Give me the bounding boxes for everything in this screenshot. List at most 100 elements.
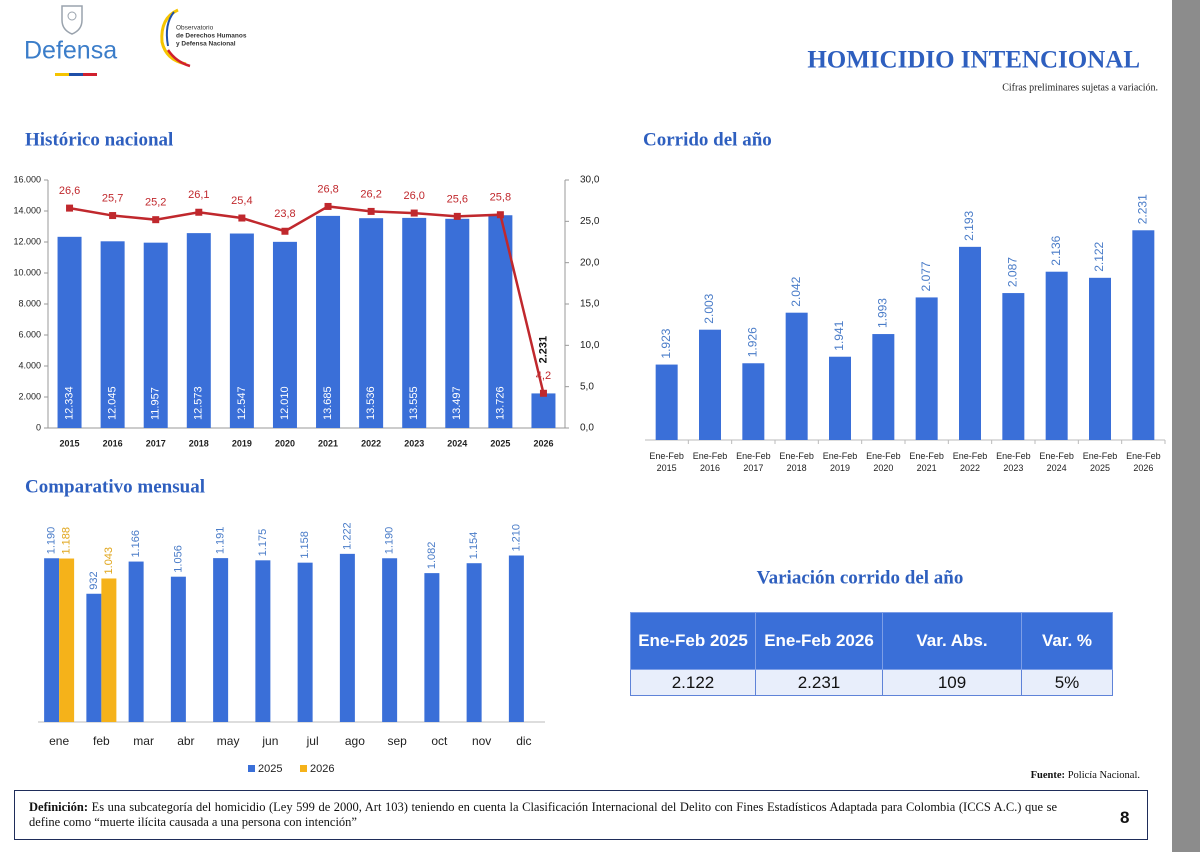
- bar-value-label: 1.175: [257, 529, 269, 557]
- bar-value-label: 2.136: [1049, 235, 1063, 265]
- bar-value-label: 2.077: [919, 261, 933, 291]
- bar-value-label: 12.547: [236, 386, 248, 420]
- bar-value-label: 2.122: [1092, 241, 1106, 271]
- bar-value-label: 1.190: [384, 527, 396, 555]
- bar-value-label: 2.087: [1006, 257, 1020, 287]
- bar: [466, 563, 482, 722]
- bar-value-label: 1.190: [46, 527, 58, 555]
- bar: [402, 217, 427, 428]
- bar: [699, 329, 721, 440]
- source-text: Policía Nacional.: [1068, 770, 1140, 781]
- line: [69, 205, 545, 394]
- column-header: Var. %: [1021, 612, 1113, 670]
- observatory-text: de Derechos Humanos: [176, 33, 247, 40]
- line-marker: [281, 227, 289, 235]
- bar: [915, 297, 938, 440]
- variation-table: Ene-Feb 2025 Ene-Feb 2026 Var. Abs. Var.…: [630, 612, 1113, 696]
- x-tick-label: sep: [387, 734, 407, 748]
- bar: [424, 573, 440, 722]
- line-marker: [539, 389, 547, 397]
- bar-value-label: 1.210: [510, 524, 522, 552]
- table-title: Variación corrido del año: [757, 567, 964, 588]
- legend-label: 2025: [258, 763, 282, 775]
- bar: [100, 241, 125, 428]
- bar-value-label: 2.231: [537, 336, 549, 364]
- bar: [59, 558, 75, 722]
- bar: [229, 233, 254, 428]
- y-tick-label: 2.000: [18, 391, 41, 401]
- line-value-label: 4,2: [536, 370, 551, 382]
- bar-value-label: 1.191: [215, 527, 227, 555]
- x-tick-label: nov: [472, 734, 491, 748]
- bar: [531, 393, 556, 428]
- bar-value-label: 13.726: [494, 386, 506, 420]
- line-marker: [109, 212, 117, 220]
- x-tick-label: 2018: [189, 438, 209, 448]
- x-tick-label: Ene-Feb 2026: [1126, 451, 1161, 473]
- line-value-label: 25,8: [490, 192, 511, 204]
- y-tick-label: 6.000: [18, 329, 41, 339]
- line-value-label: 26,1: [188, 189, 209, 201]
- observatory-logo: [160, 8, 191, 68]
- bar-value-label: 11.957: [150, 387, 162, 420]
- bar-value-label: 2.003: [702, 293, 716, 323]
- line-value-label: 26,2: [360, 188, 381, 200]
- source: Fuente: Policía Nacional.: [1031, 770, 1140, 781]
- y-tick-label: 8.000: [18, 298, 41, 308]
- bar-value-label: 1.082: [426, 542, 438, 570]
- y-tick-label: 12.000: [13, 236, 41, 246]
- bar: [1002, 293, 1025, 440]
- x-tick-label: Ene-Feb 2016: [692, 451, 728, 473]
- x-tick-label: ene: [49, 734, 69, 748]
- line-value-label: 23,8: [274, 208, 295, 220]
- x-tick-label: 2022: [361, 438, 381, 448]
- x-tick-label: 2015: [60, 438, 80, 448]
- bar-value-label: 2.193: [962, 210, 976, 240]
- x-tick-label: 2017: [146, 438, 166, 448]
- bar: [359, 218, 384, 428]
- x-tick-label: feb: [93, 734, 110, 748]
- x-tick-label: 2025: [490, 438, 510, 448]
- bar-value-label: 12.045: [107, 386, 119, 420]
- x-tick-label: 2016: [103, 438, 123, 448]
- bar: [508, 555, 524, 722]
- bar: [316, 215, 341, 428]
- bar-value-label: 1.056: [172, 545, 184, 573]
- y2-tick-label: 15,0: [580, 299, 600, 310]
- x-tick-label: abr: [177, 734, 194, 748]
- x-tick-label: 2024: [447, 438, 467, 448]
- y-tick-label: 14.000: [13, 205, 41, 215]
- table-cell: 109: [882, 669, 1022, 696]
- line-marker: [367, 207, 375, 215]
- bar-value-label: 1.941: [832, 320, 846, 350]
- y-tick-label: 4.000: [18, 360, 41, 370]
- table-header: Ene-Feb 2025 Ene-Feb 2026 Var. Abs. Var.…: [630, 612, 1113, 670]
- y2-tick-label: 20,0: [580, 257, 600, 268]
- bar: [959, 246, 981, 440]
- y2-tick-label: 0,0: [580, 423, 594, 434]
- bar-value-label: 1.158: [299, 531, 311, 559]
- line-value-label: 26,8: [317, 183, 338, 195]
- x-tick-label: Ene-Feb 2020: [866, 451, 901, 473]
- logo-text: Defensa: [24, 37, 117, 65]
- page-subtitle: Cifras preliminares sujetas a variación.: [1002, 82, 1158, 93]
- page-number: 8: [1120, 808, 1130, 827]
- x-tick-label: 2019: [232, 438, 252, 448]
- line-marker: [152, 216, 160, 224]
- crest-logo: [55, 5, 97, 76]
- y-tick-label: 0: [36, 422, 41, 432]
- y-tick-label: 10.000: [13, 267, 41, 277]
- table-cell: 2.122: [630, 669, 756, 696]
- x-tick-label: Ene-Feb 2019: [822, 451, 858, 473]
- x-tick-label: may: [217, 734, 240, 748]
- x-tick-label: 2021: [318, 438, 338, 448]
- chart-title: Corrido del año: [643, 129, 772, 150]
- table-cell: 5%: [1021, 669, 1113, 696]
- observatory-text: y Defensa Nacional: [176, 41, 236, 48]
- legend-swatch: [248, 765, 255, 772]
- x-tick-label: 2023: [404, 438, 424, 448]
- bar-value-label: 12.010: [279, 386, 291, 420]
- bar-value-label: 12.334: [63, 386, 75, 420]
- side-bar: [1172, 0, 1200, 852]
